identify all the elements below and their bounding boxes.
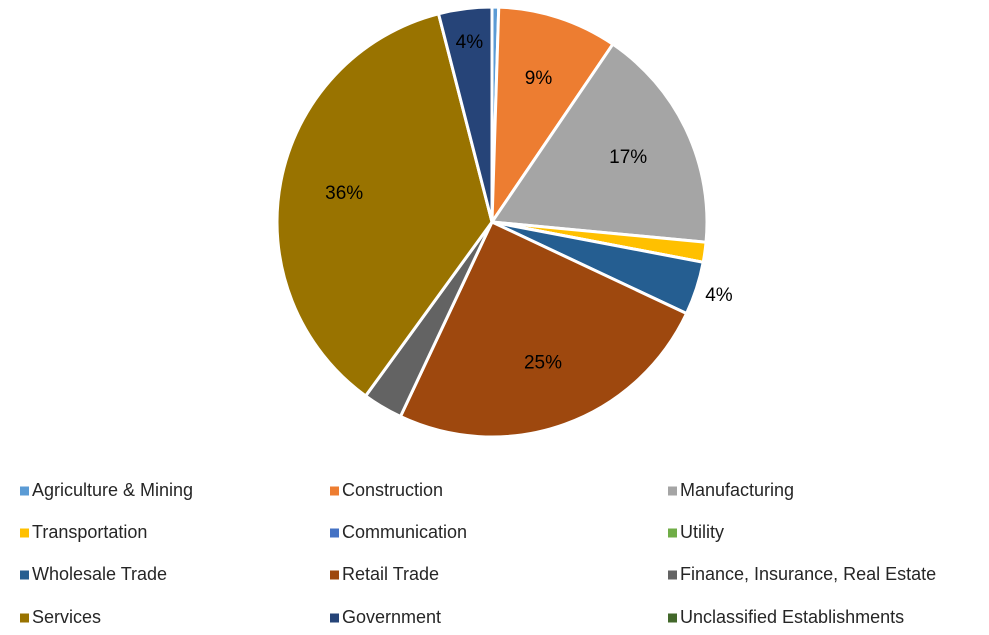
data-label: 9%	[525, 68, 553, 89]
legend-label: Finance, Insurance, Real Estate	[680, 564, 936, 584]
legend-label: Government	[342, 607, 441, 627]
legend-label: Wholesale Trade	[32, 564, 167, 584]
legend-swatch	[668, 613, 677, 623]
pie-slice	[490, 42, 709, 244]
legend-swatch	[668, 570, 677, 580]
legend-label: Agriculture & Mining	[32, 480, 193, 500]
legend-swatch	[668, 528, 677, 538]
legend-label: Retail Trade	[342, 564, 439, 584]
legend-label: Transportation	[32, 522, 147, 542]
legend-label: Unclassified Establishments	[680, 607, 904, 627]
legend-swatch	[330, 613, 339, 623]
data-label: 25%	[524, 353, 562, 374]
legend-swatch	[20, 570, 29, 580]
pie-slice	[490, 5, 615, 224]
legend-swatch	[330, 528, 339, 538]
legend-swatch	[330, 570, 339, 580]
data-label: 4%	[705, 285, 733, 306]
legend-label: Utility	[680, 522, 724, 542]
legend-label: Manufacturing	[680, 480, 794, 500]
legend-label: Services	[32, 607, 101, 627]
data-label: 36%	[325, 183, 363, 204]
data-label: 4%	[456, 32, 484, 53]
pie-slice	[398, 220, 689, 439]
legend-label: Communication	[342, 522, 467, 542]
legend-swatch	[330, 486, 339, 496]
data-label: 17%	[609, 147, 647, 168]
legend-label: Construction	[342, 480, 443, 500]
legend-swatch	[668, 486, 677, 496]
legend-swatch	[20, 486, 29, 496]
legend-swatch	[20, 613, 29, 623]
pie-slice	[275, 12, 494, 398]
legend-swatch	[20, 528, 29, 538]
